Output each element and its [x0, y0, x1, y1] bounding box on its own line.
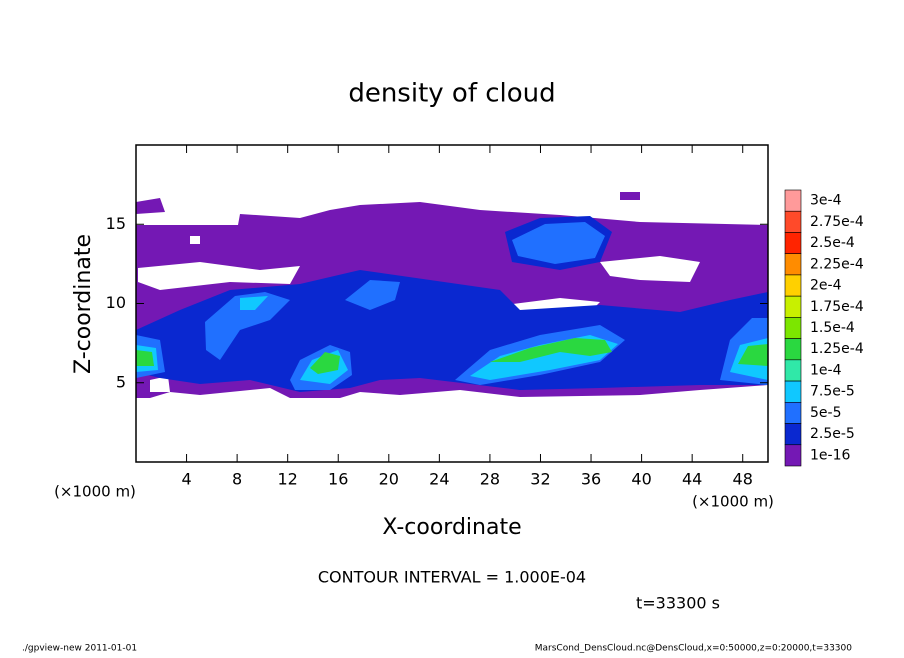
x-tick-label: 36 [581, 470, 601, 489]
colorbar-box [784, 359, 802, 382]
x-tick-label: 24 [429, 470, 449, 489]
y-tick-label: 10 [106, 293, 126, 312]
x-tick-label: 28 [480, 470, 500, 489]
colorbar-box [784, 380, 802, 403]
colorbar-label: 3e-4 [810, 193, 842, 209]
colorbar-label: 2.75e-4 [810, 214, 864, 230]
x-tick-label: 44 [682, 470, 702, 489]
field [136, 192, 768, 398]
chart-title: density of cloud [348, 79, 555, 109]
colorbar-box [784, 295, 802, 318]
colorbar-label: 1e-16 [810, 447, 850, 463]
colorbar-label: 1.75e-4 [810, 299, 864, 315]
colorbar-box [784, 253, 802, 276]
colorbar-label: 1e-4 [810, 362, 842, 378]
contour-interval: CONTOUR INTERVAL = 1.000E-04 [318, 568, 586, 587]
x-tick-label: 8 [232, 470, 242, 489]
colorbar-label: 2.5e-5 [810, 426, 855, 442]
y-tick-label: 15 [106, 214, 126, 233]
colorbar-box [784, 402, 802, 424]
x-tick-label: 12 [278, 470, 298, 489]
colorbar-box [784, 274, 802, 297]
time-label: t=33300 s [636, 594, 720, 613]
colorbar-box [784, 317, 802, 339]
colorbar-label: 5e-5 [810, 405, 841, 421]
y-axis-label: Z-coordinate [71, 234, 96, 374]
colorbar-label: 2e-4 [810, 278, 842, 294]
colorbar-box [784, 338, 802, 361]
footer-right: MarsCond_DensCloud.nc@DensCloud,x=0:5000… [535, 644, 852, 654]
colorbar-label: 2.25e-4 [810, 256, 864, 272]
footer-left: ./gpview-new 2011-01-01 [22, 644, 137, 654]
y-tick-label: 5 [116, 372, 126, 391]
field-gap [138, 236, 700, 392]
x-axis-label: X-coordinate [382, 515, 521, 540]
x-tick-label: 16 [328, 470, 348, 489]
colorbar-box [784, 189, 802, 212]
colorbar-label: 2.5e-4 [810, 235, 855, 251]
colorbar-label: 1.25e-4 [810, 341, 864, 357]
x-tick-label: 40 [631, 470, 651, 489]
x-tick-label: 4 [181, 470, 191, 489]
x-tick-label: 48 [733, 470, 753, 489]
colorbar-box [784, 423, 802, 446]
x-unit-label: (×1000 m) [692, 493, 774, 511]
x-tick-label: 20 [379, 470, 399, 489]
colorbar-box [784, 210, 802, 233]
colorbar-label: 7.5e-5 [810, 384, 855, 400]
x-unit-label: (×1000 m) [54, 483, 136, 501]
colorbar-box [784, 232, 802, 254]
colorbar-label: 1.5e-4 [810, 320, 855, 336]
x-tick-label: 32 [530, 470, 550, 489]
field-region [136, 270, 768, 392]
colorbar-box [784, 444, 802, 467]
